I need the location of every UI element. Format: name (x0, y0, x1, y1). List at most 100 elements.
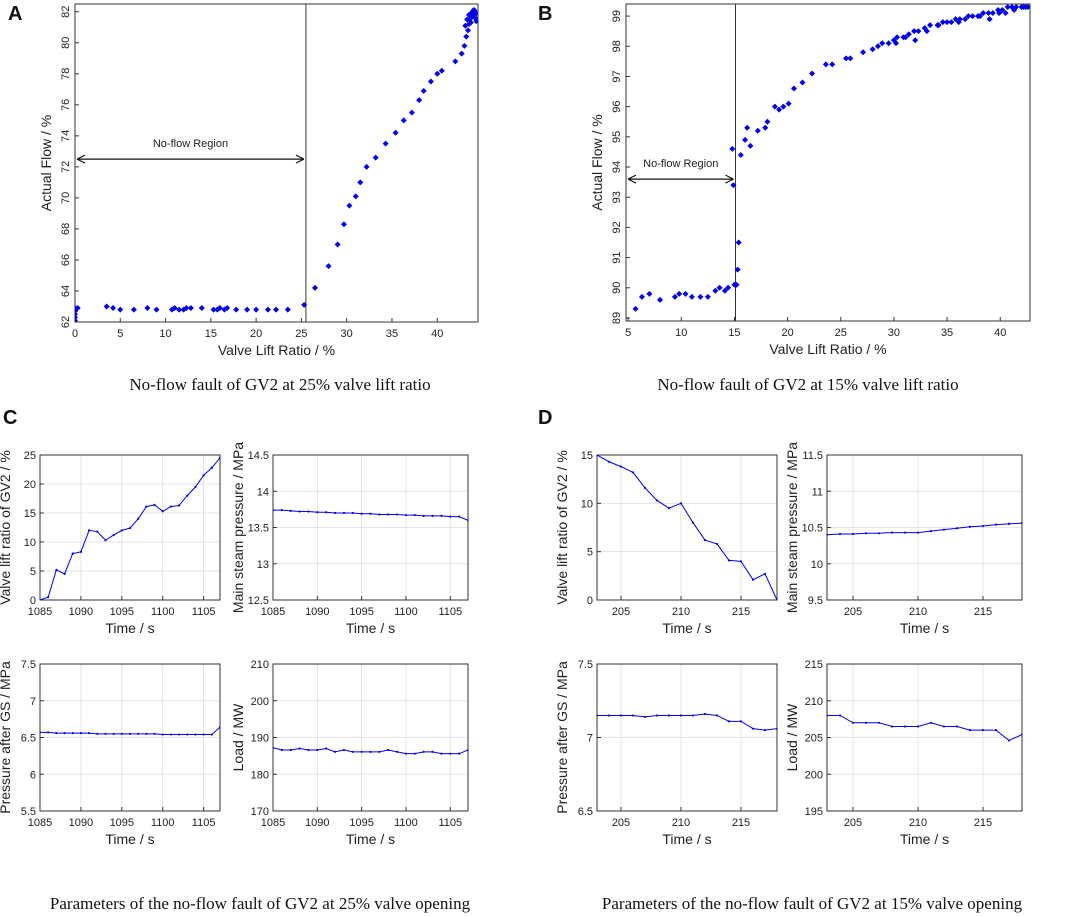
b-y-tick-99: 99 (611, 10, 623, 22)
a-point (465, 27, 471, 33)
b-x-tick-25: 25 (835, 327, 847, 339)
d4-point (982, 729, 984, 731)
d3-x-tick-215: 215 (732, 817, 750, 829)
d4-x-tick-210: 210 (909, 817, 927, 829)
b-y-tick-97: 97 (611, 70, 623, 82)
d4-point (969, 729, 971, 731)
c2-x-tick-1095: 1095 (349, 606, 373, 618)
d1-point (716, 543, 718, 545)
c1-y-axis-label: Valve lift ratio of GV2 / % (0, 450, 13, 605)
d2-y-tick-10-5: 10.5 (802, 523, 823, 535)
c4-y-tick-180: 180 (251, 769, 269, 781)
c1-point (80, 551, 82, 553)
d1-point (704, 539, 706, 541)
c1-point (55, 569, 57, 571)
b-y-tick-89: 89 (611, 312, 623, 324)
a-point (393, 130, 399, 136)
d2-point (995, 524, 997, 526)
c3-point (47, 731, 49, 733)
d4-y-tick-195: 195 (805, 806, 823, 818)
a-point (117, 307, 123, 313)
c3-point (55, 732, 57, 734)
a-x-tick-40: 40 (431, 328, 443, 340)
line-plot-d-pressure-gs: 205 210 2156.577.5Time / sPressure after G… (554, 659, 778, 847)
c3-point (186, 733, 188, 735)
c3-point (219, 726, 221, 728)
b-point (847, 55, 853, 61)
d3-point (776, 728, 778, 730)
d3-point (620, 714, 622, 716)
caption-b: No-flow fault of GV2 at 15% valve lift r… (657, 375, 958, 394)
panel-label-a: A (8, 3, 22, 25)
c1-point (137, 518, 139, 520)
d2-point (904, 531, 906, 533)
b-region-label: No-flow Region (643, 158, 718, 170)
c1-y-tick-15: 15 (24, 508, 36, 520)
d1-x-axis-label: Time / s (662, 620, 711, 636)
d4-y-tick-210: 210 (805, 696, 823, 708)
b-point (705, 294, 711, 300)
c1-point (162, 510, 164, 512)
d4-y-tick-200: 200 (805, 769, 823, 781)
d2-point (891, 531, 893, 533)
d4-point (878, 722, 880, 724)
c2-point (431, 515, 433, 517)
c3-plot-area (39, 726, 221, 736)
c3-point (104, 733, 106, 735)
c4-point (369, 751, 371, 753)
d1-point (608, 461, 610, 463)
c3-point (178, 733, 180, 735)
d2-point (982, 525, 984, 527)
d3-point (680, 714, 682, 716)
c4-plot-area (272, 747, 469, 755)
d4-point (839, 714, 841, 716)
b-point (683, 291, 689, 297)
d1-point (668, 507, 670, 509)
b-point (772, 104, 778, 110)
c1-point (72, 553, 74, 555)
b-y-tick-90: 90 (611, 282, 623, 294)
a-y-tick-74: 74 (60, 130, 72, 142)
c2-point (361, 513, 363, 515)
c2-point (290, 510, 292, 512)
c3-point (72, 732, 74, 734)
d1-point (752, 579, 754, 581)
d1-point (764, 573, 766, 575)
line-plot-d-load: 205 210 215 195 200 205 210 215 Time / s Load / M… (784, 659, 1023, 847)
c2-x-axis-label: Time / s (346, 620, 395, 636)
a-point (273, 307, 279, 313)
b-point (987, 16, 993, 22)
c1-point (145, 506, 147, 508)
a-point (144, 305, 150, 311)
d4-y-axis-label: Load / MW (784, 703, 800, 771)
c4-point (423, 751, 425, 753)
c3-point (137, 733, 139, 735)
b-point (912, 37, 918, 43)
d2-point (930, 530, 932, 532)
d4-x-axis-label: Time / s (900, 831, 949, 847)
c4-point (414, 753, 416, 755)
b-x-tick-15: 15 (728, 327, 740, 339)
c1-point (211, 467, 213, 469)
scatter-plot-b: 5 10 15 20 25 30 35 40 89 90 91 92 93 94 95 96 97 98 99 Val… (589, 4, 1031, 357)
c3-x-tick-1090: 1090 (69, 817, 93, 829)
c2-point (449, 516, 451, 518)
a-point (335, 241, 341, 247)
a-point (434, 71, 440, 77)
c4-y-axis-label: Load / MW (230, 703, 246, 771)
d2-point (1008, 523, 1010, 525)
c4-y-tick-170: 170 (251, 806, 269, 818)
c4-point (307, 749, 309, 751)
b-point (886, 40, 892, 46)
a-point (409, 110, 415, 116)
c1-point (39, 599, 41, 601)
c4-point (396, 751, 398, 753)
b-x-tick-5: 5 (625, 327, 631, 339)
c2-point (352, 512, 354, 514)
a-point (421, 88, 427, 94)
d1-point (620, 466, 622, 468)
c3-point (88, 732, 90, 734)
d3-point (692, 714, 694, 716)
c1-x-tick-1100: 1100 (151, 606, 175, 618)
c2-y-tick-12-5: 12.5 (248, 595, 269, 607)
